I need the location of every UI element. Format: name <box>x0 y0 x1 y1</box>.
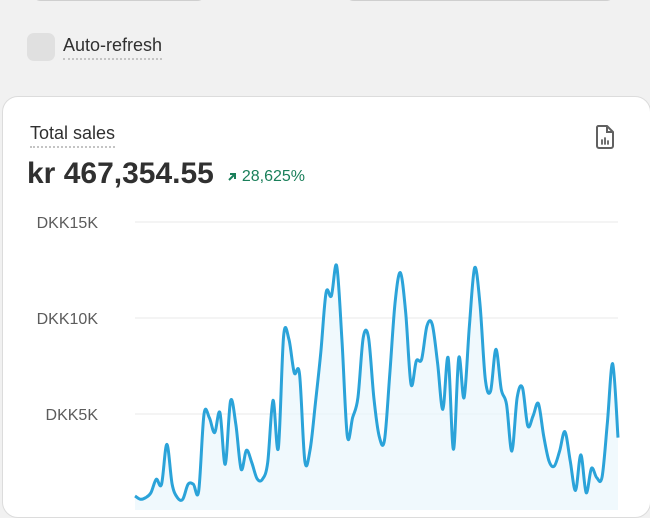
total-sales-value: kr 467,354.55 <box>27 157 214 190</box>
auto-refresh-checkbox[interactable] <box>27 33 55 61</box>
sales-chart: DKK5K DKK10K DKK15K <box>37 215 620 510</box>
sales-line <box>134 263 620 502</box>
auto-refresh-toggle[interactable]: Auto-refresh <box>27 33 163 61</box>
delta-value: 28,625% <box>241 168 306 185</box>
metric-row: kr 467,354.55 28,625% <box>27 157 305 191</box>
y-tick-label: DKK15K <box>37 215 99 232</box>
auto-refresh-label: Auto-refresh <box>63 35 163 60</box>
card-title[interactable]: Total sales <box>30 123 116 148</box>
top-left-field[interactable] <box>31 0 207 1</box>
delta-badge: 28,625% <box>226 168 305 186</box>
sales-area <box>135 264 618 510</box>
y-tick-label: DKK10K <box>37 311 99 328</box>
total-sales-card: Total sales kr 467,354.55 28,625% DKK5K D… <box>2 96 650 518</box>
arrow-up-right-icon <box>228 173 236 181</box>
y-tick-label: DKK5K <box>46 407 99 424</box>
top-right-field[interactable] <box>344 0 616 1</box>
file-chart-icon[interactable] <box>593 124 617 150</box>
